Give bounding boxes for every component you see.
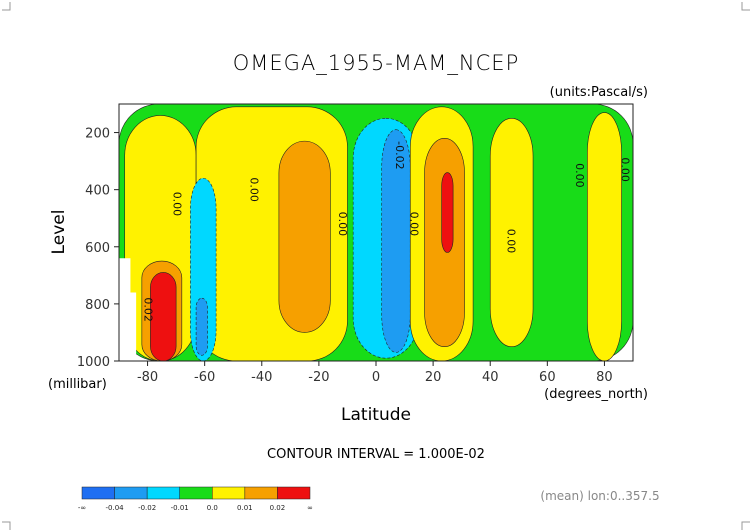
contour-region-blue — [195, 297, 208, 356]
plot-area: 0.00 0.00 0.00 -0.02 0.00 0.00 0.00 0.00 0.02 -80… — [77, 103, 634, 385]
colorbar-tick-label: 0.02 — [270, 504, 286, 512]
colorbar-tick-label: -∞ — [78, 504, 86, 512]
contour-interval-text: CONTOUR INTERVAL = 1.000E-02 — [267, 447, 485, 462]
colorbar-swatch — [277, 486, 311, 500]
y-tick-label: 400 — [85, 184, 110, 199]
corner-mark — [741, 521, 750, 530]
y-tick-label: 1000 — [77, 355, 110, 370]
missing-data-patch — [119, 258, 137, 361]
contour-label: -0.02 — [393, 141, 406, 169]
contour-region-red — [150, 272, 177, 361]
contour-label: 0.02 — [142, 297, 155, 322]
colorbar-tick-label: ∞ — [307, 504, 313, 512]
contour-label: 0.00 — [407, 212, 420, 237]
y-tick-label: 600 — [85, 241, 110, 256]
colorbar-swatch — [212, 486, 246, 500]
colorbar-swatch — [81, 486, 115, 500]
x-tick-label: -40 — [251, 370, 272, 385]
x-tick-label: 0 — [372, 370, 380, 385]
contour-label: 0.00 — [504, 229, 517, 254]
contour-label: 0.00 — [170, 192, 183, 217]
colorbar-swatch — [146, 486, 180, 500]
colorbar-tick-label: 0.0 — [207, 504, 218, 512]
corner-mark — [2, 2, 11, 11]
mean-text: (mean) lon:0..357.5 — [540, 489, 659, 503]
corner-mark — [741, 2, 750, 11]
units-label: (units:Pascal/s) — [550, 85, 648, 100]
colorbar: -∞ -0.04 -0.02 -0.01 0.0 0.01 0.02 ∞ — [78, 486, 313, 512]
x-tick-label: 80 — [596, 370, 613, 385]
chart-title: OMEGA_1955-MAM_NCEP — [233, 51, 519, 75]
colorbar-tick-label: 0.01 — [237, 504, 253, 512]
y-tick-label: 200 — [85, 127, 110, 142]
x-tick-label: -20 — [308, 370, 329, 385]
contour-region-yellow — [587, 112, 622, 361]
corner-mark — [2, 521, 11, 530]
contour-label: 0.00 — [573, 163, 586, 188]
contour-region-orange — [278, 140, 331, 333]
contour-region-yellow — [489, 117, 534, 348]
colorbar-tick-label: -0.02 — [138, 504, 156, 512]
x-units-label: (degrees_north) — [544, 387, 648, 402]
contour-fill-group: 0.00 0.00 0.00 -0.02 0.00 0.00 0.00 0.00 0.02 — [119, 104, 633, 361]
contour-label: 0.00 — [336, 212, 349, 237]
colorbar-swatch — [114, 486, 148, 500]
y-tick-label: 800 — [85, 298, 110, 313]
x-tick-label: 60 — [539, 370, 556, 385]
contour-region-red — [441, 172, 454, 253]
colorbar-tick-label: -0.01 — [171, 504, 189, 512]
y-axis-label: Level — [49, 210, 69, 255]
colorbar-swatch — [244, 486, 278, 500]
colorbar-tick-label: -0.04 — [106, 504, 125, 512]
contour-label: 0.00 — [619, 157, 632, 182]
x-tick-label: -60 — [194, 370, 215, 385]
y-units-label: (millibar) — [48, 377, 107, 392]
x-tick-label: 20 — [425, 370, 442, 385]
contour-label: 0.00 — [247, 177, 260, 202]
x-tick-label: 40 — [482, 370, 499, 385]
x-tick-label: -80 — [137, 370, 158, 385]
colorbar-swatch — [179, 486, 213, 500]
x-axis-label: Latitude — [341, 405, 411, 425]
